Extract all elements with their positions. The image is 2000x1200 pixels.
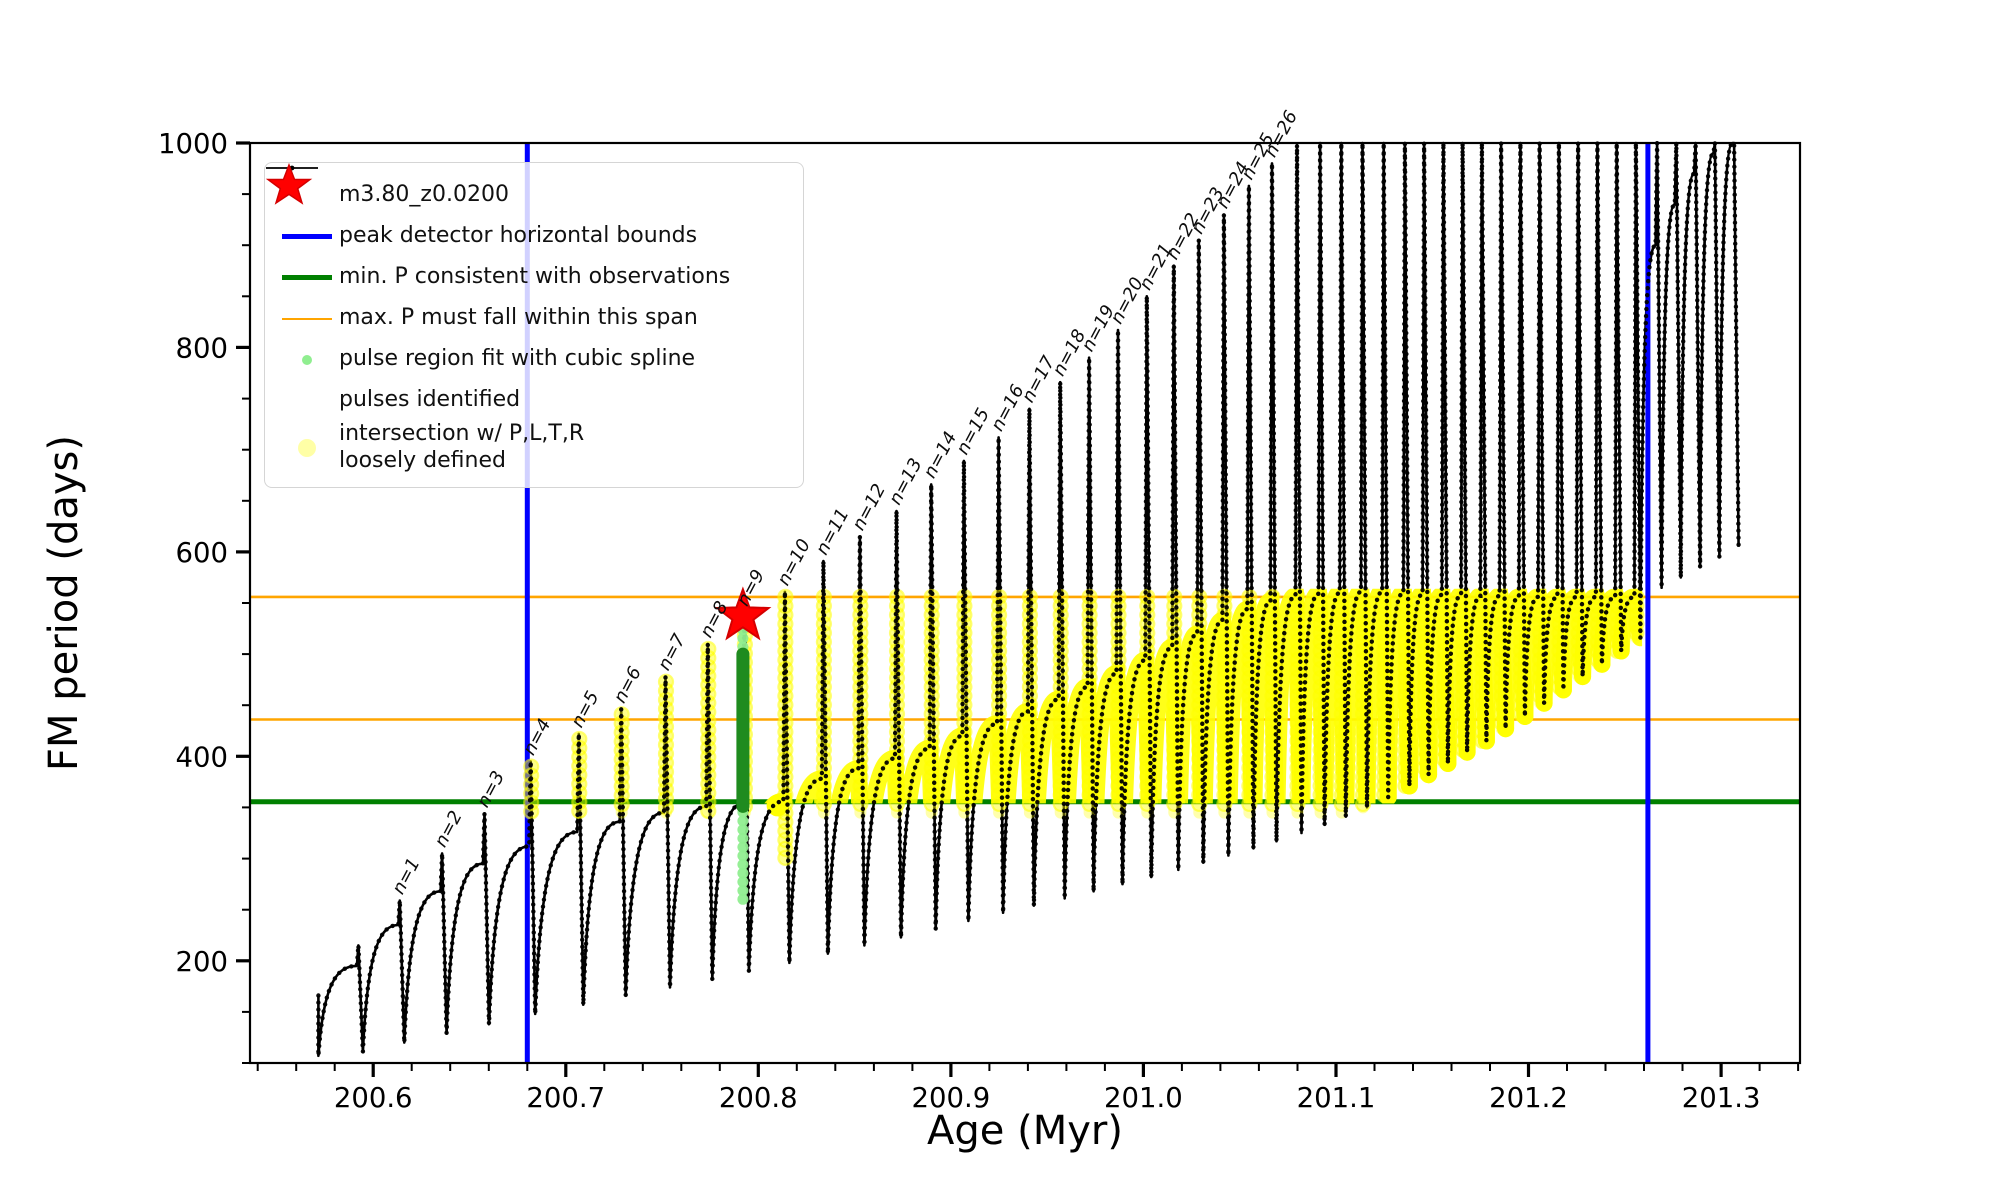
orange-line-icon	[275, 317, 339, 320]
x-tick-label: 200.9	[912, 1082, 991, 1114]
x-tick-label: 201.1	[1297, 1082, 1376, 1114]
pulse-label: n=10	[773, 536, 815, 589]
y-tick-label: 800	[176, 332, 229, 364]
legend-item-max-p: max. P must fall within this span	[275, 298, 789, 339]
pulse-label: n=12	[848, 480, 890, 533]
legend: m3.80_z0.0200 peak detector horizontal b…	[264, 162, 804, 488]
legend-item-series: m3.80_z0.0200	[266, 165, 789, 216]
legend-item-label: pulses identified	[339, 387, 521, 413]
yellow-dot-icon	[275, 438, 339, 457]
pulse-label: n=9	[733, 566, 769, 609]
x-tick-label: 201.3	[1682, 1082, 1761, 1114]
x-tick-label: 201.0	[1104, 1082, 1183, 1114]
legend-item-label: peak detector horizontal bounds	[339, 223, 698, 249]
pulse-label: n=1	[388, 854, 424, 897]
legend-item-label: min. P consistent with observations	[339, 264, 731, 290]
plot-frame	[248, 141, 1802, 1065]
y-tick-label: 200	[176, 946, 229, 978]
x-axis-label: Age (Myr)	[927, 1108, 1123, 1154]
legend-item-spline-fit: pulse region fit with cubic spline	[275, 339, 789, 380]
x-tick-label: 201.2	[1489, 1082, 1568, 1114]
axes: 200.6 200.7 200.8 200.9 201.0 201.1 201.2 201.3…	[158, 128, 1800, 1114]
pulse-label: n=13	[885, 455, 927, 508]
lightgreen-dot-icon	[275, 354, 339, 365]
pulse-label: n=11	[812, 505, 854, 558]
pulse-label: n=2	[430, 807, 466, 850]
pulse-label: n=7	[654, 630, 691, 674]
legend-item-label: max. P must fall within this span	[339, 305, 698, 331]
pulse-label: n=6	[610, 663, 646, 706]
y-tick-label: 1000	[158, 128, 228, 160]
pulse-label: n=4	[519, 715, 555, 758]
pulse-label: n=14	[920, 428, 962, 481]
blue-line-icon	[275, 234, 339, 239]
x-tick-label: 200.7	[526, 1082, 605, 1114]
y-tick-label: 600	[176, 537, 229, 569]
legend-item-label: pulse region fit with cubic spline	[339, 346, 696, 372]
pulse-label: n=3	[473, 768, 509, 811]
x-tick-label: 200.6	[334, 1082, 413, 1114]
green-line-icon	[275, 275, 339, 280]
legend-item-peak-bounds: peak detector horizontal bounds	[275, 216, 789, 257]
y-tick-label: 400	[176, 741, 229, 773]
series-markers	[316, 140, 1741, 1056]
legend-item-intersection: intersection w/ P,L,T,R loosely defined	[275, 421, 789, 475]
legend-item-pulses: pulses identified	[265, 163, 789, 421]
legend-item-label: m3.80_z0.0200	[339, 182, 509, 208]
legend-item-label: intersection w/ P,L,T,R loosely defined	[339, 421, 585, 473]
pulse-identified-star	[714, 586, 772, 641]
pulse-label: n=15	[952, 405, 994, 458]
legend-item-min-p: min. P consistent with observations	[275, 257, 789, 298]
pulse-label: n=5	[567, 688, 603, 731]
y-axis-label: FM period (days)	[41, 435, 87, 771]
x-tick-label: 200.8	[719, 1082, 798, 1114]
